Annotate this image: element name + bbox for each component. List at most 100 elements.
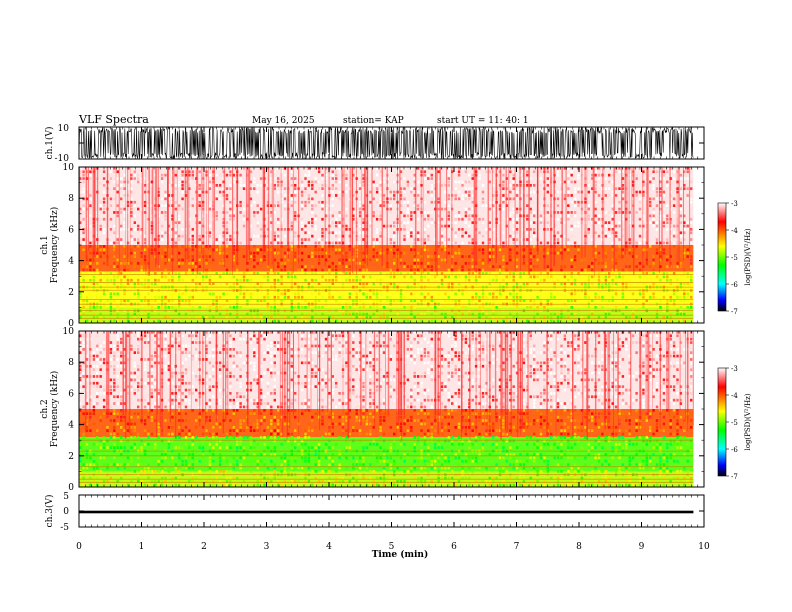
ch1-spectrogram-cell <box>423 211 427 214</box>
ch1-spectrogram-cell <box>109 278 113 282</box>
ch1-spectrogram-cell <box>512 278 515 282</box>
ch1-spectrogram-cell <box>437 180 440 184</box>
ch2-spectrogram-cell <box>143 395 147 399</box>
ch2-spectrogram-cell <box>171 337 174 341</box>
ch1-spectrogram-cell <box>389 241 392 245</box>
ch1-spectrogram-cell <box>611 258 614 262</box>
ch1-spectrogram-cell <box>635 194 638 197</box>
ch1-spectrogram-cell <box>297 306 300 309</box>
ch1-spectrogram-cell <box>393 234 396 238</box>
ch2-spectrogram-cell <box>79 337 82 341</box>
ch1-spectrogram-cell <box>686 224 689 228</box>
ch1-spectrogram-cell <box>468 312 471 316</box>
ch1-spectrogram-cell <box>375 187 379 190</box>
ch1-spectrogram-cell <box>215 272 218 275</box>
ch1-spectrogram-cell <box>430 194 433 197</box>
ch1-spectrogram-cell <box>621 275 625 279</box>
ch1-spectrogram-cell <box>321 312 324 316</box>
ch1-spectrogram-cell <box>225 194 229 197</box>
ch1-spectrogram-cell <box>509 272 512 275</box>
ch2-spectrogram-cell <box>160 439 164 443</box>
ch1-spectrogram-cell <box>550 312 553 316</box>
ch1-spectrogram-cell <box>208 278 212 282</box>
ch2-spectrogram-cell <box>174 470 177 473</box>
ch1-spectrogram-cell <box>679 299 683 302</box>
ch2-spectrogram-cell <box>109 412 113 416</box>
ch2-spectrogram-cell <box>82 375 85 378</box>
ch1-spectrogram-cell <box>232 319 235 323</box>
ch1-spectrogram-cell <box>666 221 669 224</box>
ch1-spectrogram-cell <box>89 251 92 255</box>
ch1-spectrogram-cell <box>242 278 246 282</box>
ch1-spectrogram-cell <box>270 312 273 316</box>
ch1-spectrogram-cell <box>198 282 201 285</box>
ch1-spectrogram-cell <box>454 197 457 201</box>
ch1-spectrogram-cell <box>591 262 594 265</box>
ch1-spectrogram-cell <box>539 177 543 180</box>
ch1-spectrogram-cell <box>655 316 659 319</box>
ch1-spectrogram-cell <box>147 316 150 319</box>
ch2-spectrogram-cell <box>126 429 130 432</box>
ch2-spectrogram-cell <box>133 388 136 392</box>
ch1-spectrogram-cell <box>597 177 601 180</box>
ch2-spectrogram-cell <box>126 409 130 412</box>
ch1-spectrogram-cell <box>324 299 328 302</box>
ch1-spectrogram-cell <box>444 241 447 245</box>
ch2-spectrogram-cell <box>123 426 126 429</box>
ch1-spectrogram-cell <box>406 207 410 211</box>
ch1-ylabel: ch.1(V) <box>44 127 55 160</box>
ch1-spectrogram-cell <box>365 268 369 272</box>
ch1-spectrogram-cell <box>294 211 297 214</box>
ch1-spectrogram-cell <box>362 316 365 319</box>
ch1-spectrogram-cell <box>434 275 437 279</box>
ch1-spectrogram-cell <box>79 312 82 316</box>
ch1-spectrogram-cell <box>690 255 693 258</box>
ch1-spectrogram-cell <box>666 184 669 187</box>
ch1-spectrogram-cell <box>358 306 362 309</box>
ch2-spectrogram-cell <box>178 402 181 405</box>
ch1-spectrogram-cell <box>587 248 590 252</box>
ch1-spectrogram-cell <box>614 275 618 279</box>
ch1-spectrogram-cell <box>403 197 406 201</box>
ch1-spectrogram-cell <box>485 262 488 265</box>
ch1-spectrogram-cell <box>468 211 471 214</box>
ch1-spectrogram-cell <box>669 319 672 323</box>
ch1-spectrogram-cell <box>471 295 474 299</box>
ch1-spectrogram-cell <box>126 278 130 282</box>
ch1-spectrogram-cell <box>440 167 444 170</box>
ch1-spectrogram-cell <box>113 211 116 214</box>
ch1-spectrogram-cell <box>621 211 625 214</box>
ch1-spectrogram-cell <box>505 275 508 279</box>
ch1-spectrogram-cell <box>321 184 324 187</box>
ch1-spectrogram-cell <box>277 248 280 252</box>
ch1-spectrogram-cell <box>690 282 693 285</box>
ch1-spectrogram-cell <box>672 197 676 201</box>
ch2-spectrogram-cell <box>102 480 106 483</box>
ch1-spectrogram-cell <box>208 316 212 319</box>
ch2-spectrogram-cell <box>167 439 171 443</box>
ch2-spectrogram-cell <box>154 361 157 365</box>
ch2-spectrogram-cell <box>85 378 89 382</box>
ch2-spectrogram-cell <box>154 351 157 354</box>
ch1-spectrogram-cell <box>509 234 512 238</box>
ch1-spectrogram-cell <box>188 180 191 184</box>
ch1-spectrogram-cell <box>614 265 618 268</box>
ch1-spectrogram-cell <box>690 265 693 268</box>
ch1-spectrogram-cell <box>403 177 406 180</box>
ch1-spectrogram-cell <box>184 170 188 174</box>
ch1-spectrogram-cell <box>348 306 351 309</box>
ch1-spectrogram-cell <box>539 299 543 302</box>
ch1-spectrogram-cell <box>628 221 631 224</box>
ch1-spectrogram-cell <box>662 316 666 319</box>
ch2-spectrogram-cell <box>85 358 89 361</box>
ch1-spectrogram-cell <box>232 177 235 180</box>
ch1-spectrogram-cell <box>236 268 239 272</box>
ch1-spectrogram-cell <box>212 207 215 211</box>
ch1-spectrogram-cell <box>461 292 464 296</box>
ch1-spectrogram-cell <box>246 268 249 272</box>
ch1-spectrogram-cell <box>669 282 672 285</box>
ch1-spectrogram-cell <box>314 278 317 282</box>
ch1-spectrogram-cell <box>335 234 338 238</box>
ch1-spectrogram-cell <box>311 204 314 207</box>
ch1-spectrogram-cell <box>82 190 85 194</box>
